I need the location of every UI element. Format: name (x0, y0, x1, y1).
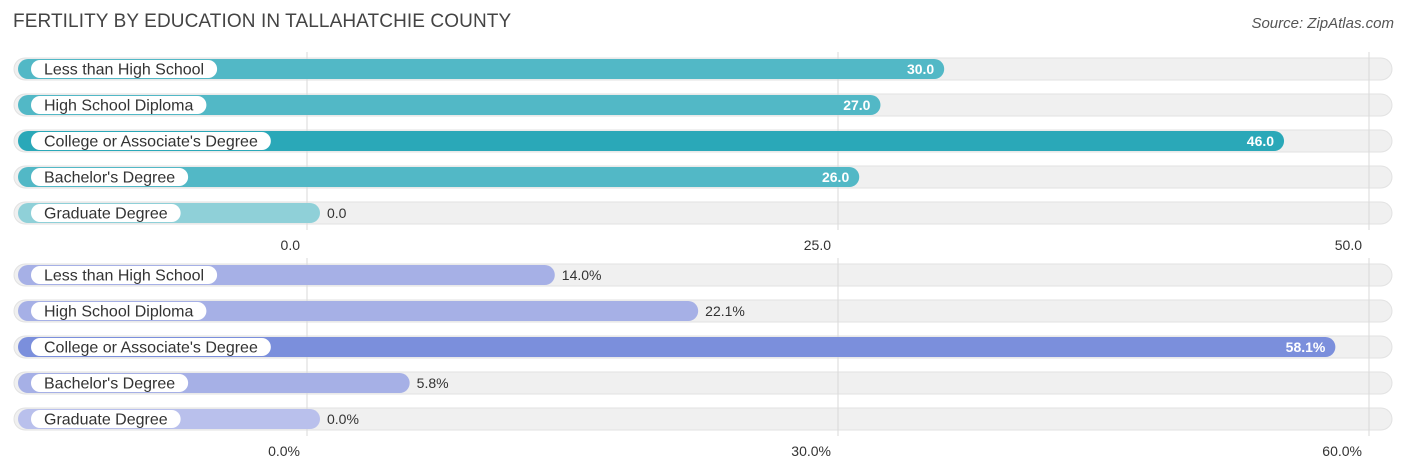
category-label: High School Diploma (44, 98, 194, 115)
category-label: College or Associate's Degree (44, 340, 258, 357)
category-label: Bachelor's Degree (44, 170, 175, 187)
category-label-pill (31, 204, 181, 222)
bar (18, 131, 1285, 151)
category-label: Bachelor's Degree (44, 376, 175, 393)
category-label: Less than High School (44, 62, 204, 79)
value-label: 0.0 (327, 205, 347, 221)
value-label: 22.1% (705, 303, 745, 319)
category-label: College or Associate's Degree (44, 134, 258, 151)
tick-label: 0.0% (268, 443, 300, 459)
category-label: Graduate Degree (44, 206, 168, 223)
category-label-pill (31, 60, 218, 78)
category-label-pill (31, 266, 218, 284)
bar (18, 337, 1336, 357)
category-label: Graduate Degree (44, 412, 168, 429)
value-label: 5.8% (417, 375, 449, 391)
tick-label: 0.0 (281, 237, 301, 253)
value-label: 0.0% (327, 411, 359, 427)
category-label: Less than High School (44, 268, 204, 285)
value-label: 46.0 (1247, 133, 1274, 149)
bar (18, 167, 860, 187)
category-label-pill (31, 374, 189, 392)
value-label: 30.0 (907, 61, 934, 77)
category-label: High School Diploma (44, 304, 194, 321)
row-track (13, 407, 1393, 431)
bar (18, 59, 945, 79)
row-track (13, 201, 1393, 225)
tick-label: 60.0% (1322, 443, 1362, 459)
tick-label: 50.0 (1335, 237, 1362, 253)
category-label-pill (31, 168, 189, 186)
chart-panel-2: Less than High School 14.0% High School Di… (13, 258, 1393, 459)
value-label: 14.0% (562, 267, 602, 283)
category-label-pill (31, 338, 271, 356)
tick-label: 30.0% (791, 443, 831, 459)
category-label-pill (31, 132, 271, 150)
bar (18, 95, 881, 115)
category-label-pill (31, 302, 207, 320)
chart-panel-1: Less than High School 30.0 High School Dip… (13, 52, 1393, 253)
value-label: 58.1% (1286, 339, 1326, 355)
tick-label: 25.0 (804, 237, 831, 253)
category-label-pill (31, 410, 181, 428)
category-label-pill (31, 96, 207, 114)
source-label: Source: ZipAtlas.com (1251, 15, 1394, 32)
value-label: 26.0 (822, 169, 849, 185)
value-label: 27.0 (843, 97, 870, 113)
chart-title: FERTILITY BY EDUCATION IN TALLAHATCHIE C… (13, 11, 512, 32)
